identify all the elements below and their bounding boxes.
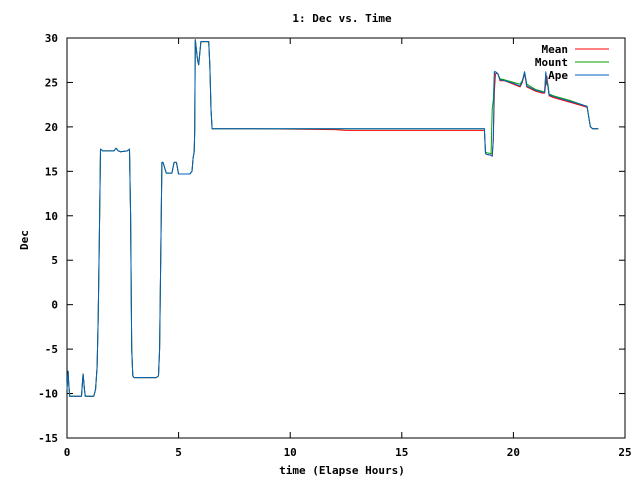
x-tick-label: 0: [64, 446, 71, 459]
x-tick-label: 5: [175, 446, 182, 459]
legend-label-ape: Ape: [548, 69, 568, 82]
y-tick-label: 5: [51, 254, 58, 267]
y-tick-label: 25: [45, 76, 58, 89]
y-tick-label: 30: [45, 32, 58, 45]
y-tick-label: 0: [51, 299, 58, 312]
legend-label-mount: Mount: [535, 56, 568, 69]
chart-title: 1: Dec vs. Time: [292, 12, 392, 25]
x-tick-label: 25: [618, 446, 631, 459]
y-tick-label: 20: [45, 121, 58, 134]
y-tick-label: -15: [38, 432, 58, 445]
y-tick-label: 15: [45, 165, 58, 178]
x-tick-label: 10: [284, 446, 297, 459]
series-line-mount: [66, 39, 599, 397]
y-tick-label: -5: [45, 343, 58, 356]
y-tick-label: 10: [45, 210, 58, 223]
series-line-mean: [66, 39, 599, 397]
axis-ticks: 0 5 10 15 20 25 -15 -10 -5 0 5 10 15 20 25 30: [38, 32, 632, 459]
x-axis-label: time (Elapse Hours): [279, 464, 405, 477]
legend-label-mean: Mean: [542, 43, 569, 56]
series-line-ape: [66, 39, 599, 397]
x-tick-label: 20: [507, 446, 520, 459]
plot-area-frame: [66, 37, 626, 439]
x-tick-label: 15: [395, 446, 408, 459]
y-axis-label: Dec: [18, 230, 31, 250]
y-tick-label: -10: [38, 388, 58, 401]
series-layer: [66, 39, 599, 397]
